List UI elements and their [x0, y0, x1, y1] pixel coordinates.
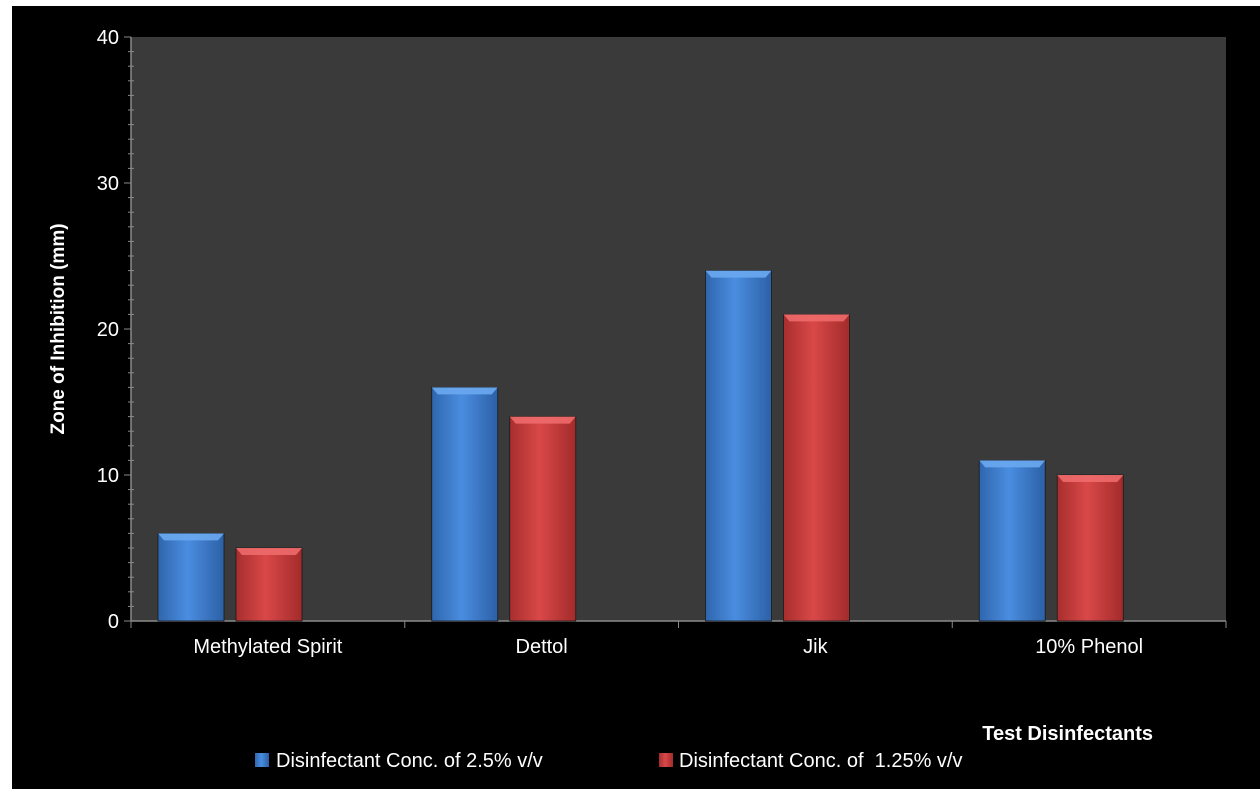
bars-layer [157, 270, 1124, 622]
bar-bevel [705, 270, 772, 278]
y-tick-label: 0 [108, 611, 119, 633]
bar-bevel [783, 314, 850, 322]
y-tick-label: 30 [97, 173, 119, 195]
bar-2-1 [235, 547, 303, 622]
labels-layer: 0 10 20 30 40 Methylated Spirit Dettol Jik 10% P… [97, 27, 1143, 658]
bar-1-3 [705, 270, 772, 622]
legend: Disinfectant Conc. of 2.5% v/v Disinfect… [255, 750, 962, 772]
y-tick-label: 10 [97, 465, 119, 487]
bar-1-4 [978, 459, 1046, 622]
bar-2-4 [1056, 474, 1124, 622]
legend-swatch-series-2 [659, 753, 673, 767]
bar-bevel [158, 533, 224, 541]
x-tick-label: Methylated Spirit [193, 636, 342, 658]
bar-1-2 [431, 386, 499, 622]
legend-swatch-series-1 [255, 753, 269, 767]
y-tick-label: 40 [97, 27, 119, 49]
bar-bevel [1057, 475, 1124, 482]
bar-bevel [236, 548, 302, 555]
y-axis-title: Zone of Inhibition (mm) [48, 223, 69, 434]
x-tick-label: Jik [803, 636, 828, 658]
bar-bevel [979, 460, 1046, 468]
bar-bevel [509, 416, 576, 424]
x-tick-label: 10% Phenol [1035, 636, 1143, 658]
legend-label-series-2: Disinfectant Conc. of 1.25% v/v [679, 750, 962, 772]
bar-2-3 [783, 313, 850, 622]
legend-label-series-1: Disinfectant Conc. of 2.5% v/v [276, 750, 543, 772]
bar-bevel [431, 387, 498, 395]
bar-1-1 [157, 533, 225, 622]
bar-2-2 [509, 416, 577, 622]
x-tick-label: Dettol [516, 636, 568, 658]
x-axis-title: Test Disinfectants [982, 723, 1153, 745]
y-tick-label: 20 [97, 319, 119, 341]
